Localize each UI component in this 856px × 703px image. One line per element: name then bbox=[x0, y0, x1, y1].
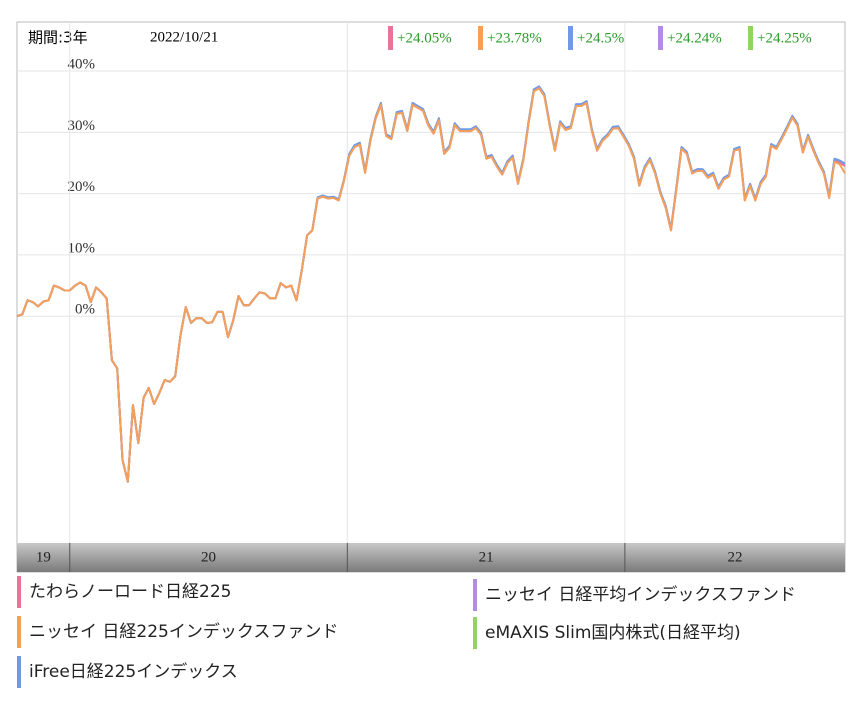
badge-color bbox=[748, 26, 753, 50]
x-band-label: 22 bbox=[727, 549, 742, 565]
series-change: +24.25% bbox=[757, 30, 812, 46]
legend-swatch bbox=[17, 616, 21, 648]
legend-label: ニッセイ 日経225インデックスファンド bbox=[29, 621, 338, 642]
y-tick-label: 30% bbox=[68, 118, 96, 134]
series-change: +23.78% bbox=[487, 30, 542, 46]
y-tick-label: 20% bbox=[68, 179, 96, 195]
x-band-label: 21 bbox=[479, 549, 494, 565]
date: 2022/10/21 bbox=[150, 29, 218, 45]
plot-frame bbox=[16, 21, 846, 573]
legend-label: ニッセイ 日経平均インデックスファンド bbox=[485, 584, 796, 605]
badge-color bbox=[568, 26, 573, 50]
y-tick-label: 0% bbox=[75, 302, 95, 318]
legend-label: eMAXIS Slim国内株式(日経平均) bbox=[485, 623, 741, 643]
legend-swatch bbox=[473, 617, 477, 649]
series-change: +24.05% bbox=[397, 30, 452, 46]
legend-swatch bbox=[17, 656, 21, 688]
legend-label: たわらノーロード日経225 bbox=[29, 582, 231, 602]
y-tick-label: 10% bbox=[68, 240, 96, 256]
badge-color bbox=[478, 26, 483, 50]
legend-label: iFree日経225インデックス bbox=[29, 661, 238, 682]
x-band-label: 19 bbox=[36, 549, 51, 565]
x-band bbox=[17, 543, 845, 572]
legend-swatch bbox=[473, 579, 477, 611]
badge-color bbox=[658, 26, 663, 50]
x-band-label: 20 bbox=[201, 549, 216, 565]
series-change: +24.5% bbox=[577, 30, 624, 46]
series-line bbox=[16, 87, 846, 483]
y-tick-label: 40% bbox=[68, 56, 96, 72]
series-change: +24.24% bbox=[667, 30, 722, 46]
period: 期間:3年 bbox=[28, 29, 88, 47]
badge-color bbox=[388, 26, 393, 50]
legend-swatch bbox=[17, 576, 21, 608]
